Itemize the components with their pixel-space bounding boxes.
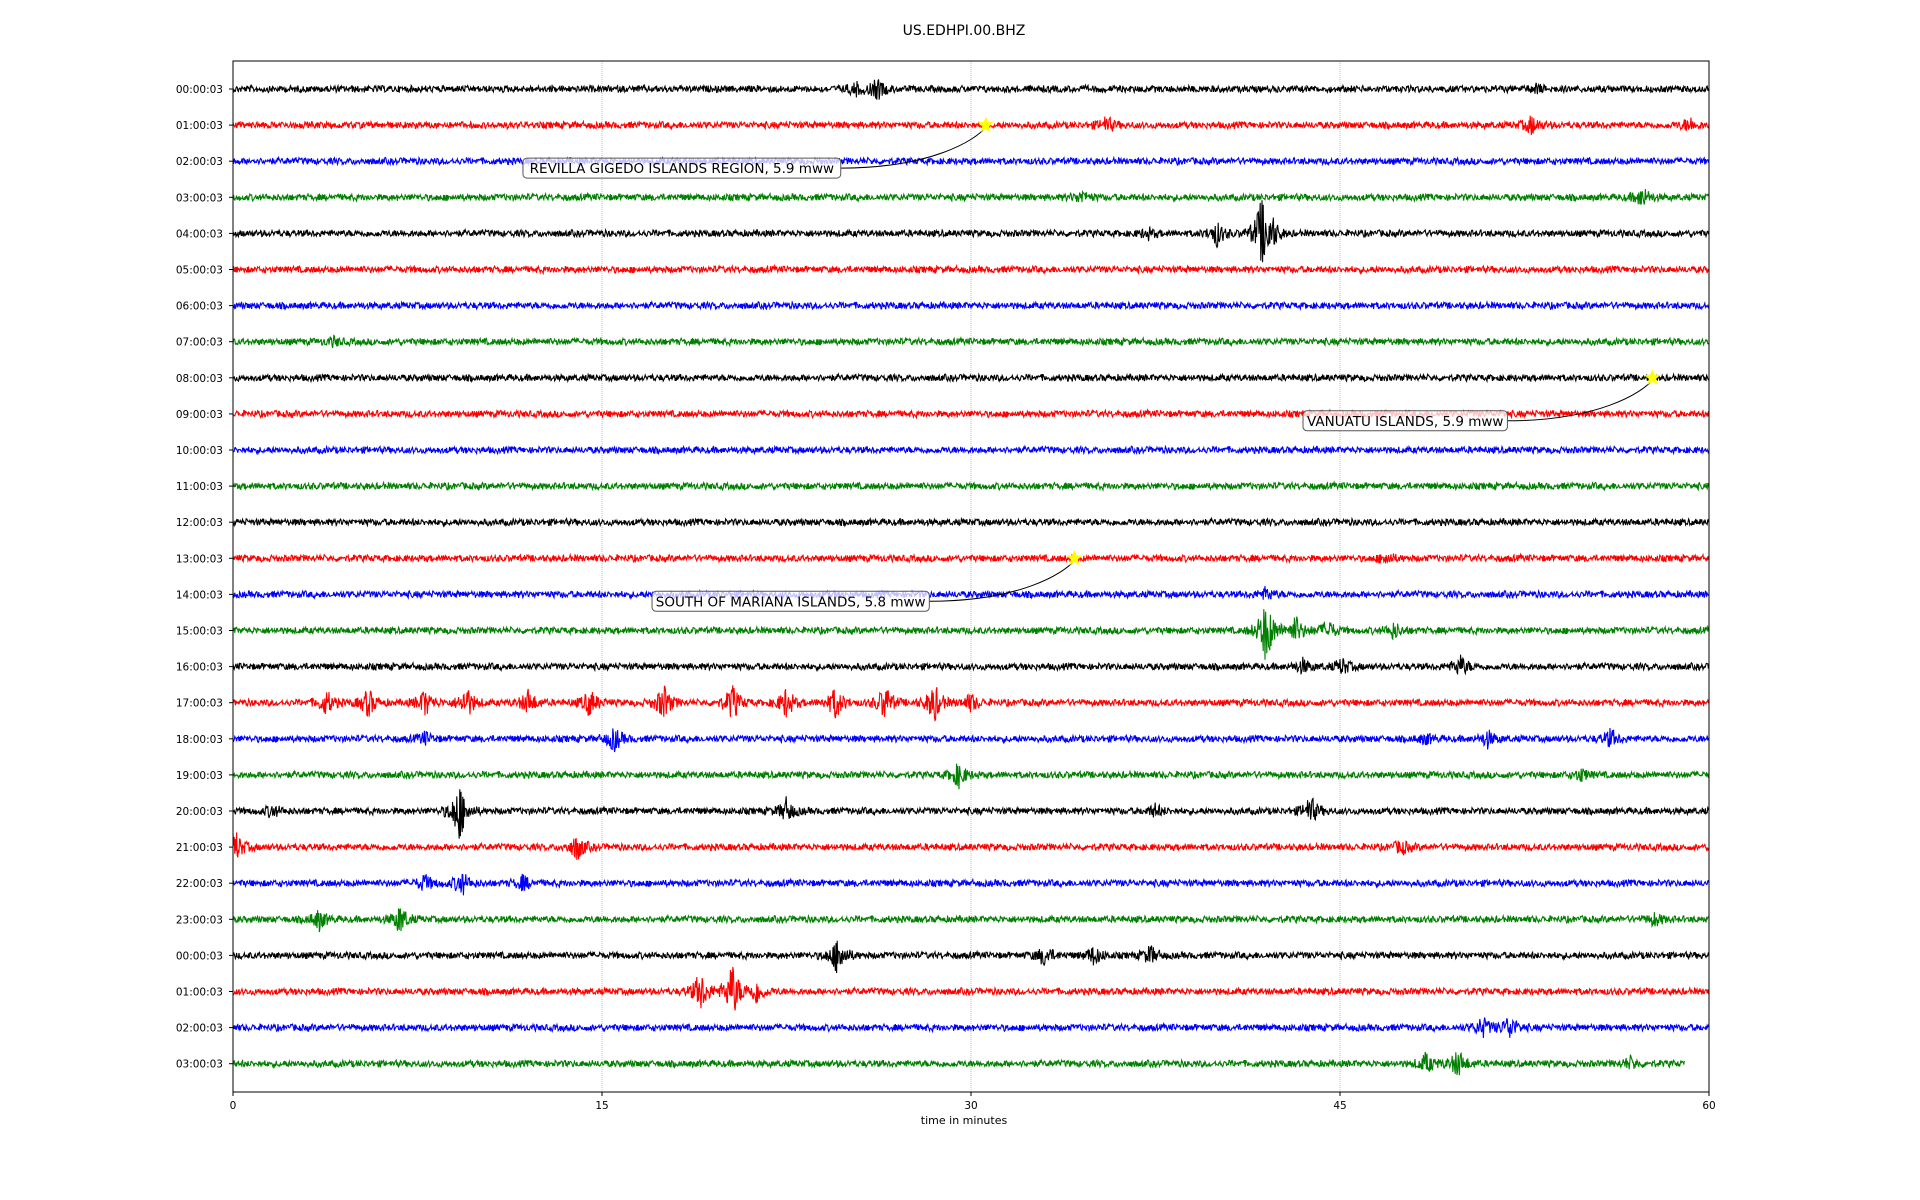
chart-title: US.EDHPI.00.BHZ bbox=[903, 23, 1026, 39]
row-time-label: 08:00:03 bbox=[176, 373, 223, 385]
trace-row bbox=[232, 200, 1709, 263]
trace-row bbox=[232, 832, 1710, 860]
row-time-label: 00:00:03 bbox=[176, 950, 223, 962]
row-time-labels: 00:00:03 01:00:03 02:00:03 03:00:03 04:00:03… bbox=[176, 84, 233, 1071]
row-time-label: 09:00:03 bbox=[176, 409, 223, 421]
row-time-label: 03:00:03 bbox=[176, 1059, 223, 1071]
x-tick-label: 45 bbox=[1333, 1100, 1346, 1112]
trace-row bbox=[232, 115, 1710, 135]
row-time-label: 05:00:03 bbox=[176, 265, 223, 277]
x-tick-label: 0 bbox=[230, 1100, 237, 1112]
row-time-label: 18:00:03 bbox=[176, 734, 223, 746]
annotation-arrow bbox=[1507, 379, 1653, 422]
trace-row bbox=[232, 372, 1710, 384]
row-time-label: 12:00:03 bbox=[176, 517, 223, 529]
annotation-label: REVILLA GIGEDO ISLANDS REGION, 5.9 mww bbox=[530, 161, 834, 177]
trace-row bbox=[232, 966, 1710, 1011]
trace-row bbox=[232, 685, 1710, 723]
trace-row bbox=[232, 940, 1710, 974]
annotation-box bbox=[651, 590, 930, 612]
trace-row bbox=[232, 1051, 1685, 1076]
seismic-traces bbox=[232, 79, 1710, 1076]
row-time-label: 23:00:03 bbox=[176, 914, 223, 926]
row-time-label: 15:00:03 bbox=[176, 626, 223, 638]
annotation-arrow bbox=[929, 559, 1075, 602]
trace-row bbox=[232, 299, 1710, 312]
trace-row bbox=[232, 79, 1710, 100]
trace-row bbox=[232, 334, 1710, 349]
trace-row bbox=[232, 908, 1710, 933]
plot-frame bbox=[232, 60, 1710, 1093]
row-time-label: 01:00:03 bbox=[176, 120, 223, 132]
trace-row bbox=[232, 763, 1710, 790]
trace-row bbox=[233, 444, 1710, 456]
row-time-label: 20:00:03 bbox=[176, 806, 223, 818]
trace-row bbox=[232, 480, 1710, 492]
row-time-label: 22:00:03 bbox=[176, 878, 223, 890]
row-time-label: 06:00:03 bbox=[176, 301, 223, 313]
x-tick-label: 15 bbox=[595, 1100, 608, 1112]
row-time-label: 19:00:03 bbox=[176, 770, 223, 782]
event-star-icon bbox=[977, 116, 995, 133]
row-time-label: 13:00:03 bbox=[176, 553, 223, 565]
x-tick-label: 30 bbox=[964, 1100, 977, 1112]
x-axis-ticks: 0 15 30 45 60 bbox=[230, 1092, 1716, 1112]
row-time-label: 04:00:03 bbox=[176, 228, 223, 240]
trace-row bbox=[232, 727, 1710, 753]
row-time-label: 03:00:03 bbox=[176, 192, 223, 204]
trace-row bbox=[232, 516, 1710, 528]
row-time-label: 16:00:03 bbox=[176, 662, 223, 674]
trace-row bbox=[232, 789, 1710, 839]
row-time-label: 14:00:03 bbox=[176, 589, 223, 601]
row-time-label: 07:00:03 bbox=[176, 337, 223, 349]
annotation-arrow bbox=[840, 126, 987, 169]
trace-row bbox=[232, 1017, 1710, 1039]
row-time-label: 00:00:03 bbox=[176, 84, 223, 96]
event-annotations: REVILLA GIGEDO ISLANDS REGION, 5.9 mww VA… bbox=[522, 116, 1661, 612]
trace-row bbox=[232, 654, 1710, 676]
x-tick-label: 60 bbox=[1702, 1100, 1715, 1112]
trace-row bbox=[232, 155, 1710, 167]
annotation-label: VANUATU ISLANDS, 5.9 mww bbox=[1307, 414, 1503, 430]
row-time-label: 02:00:03 bbox=[176, 156, 223, 168]
trace-row bbox=[232, 609, 1710, 660]
trace-row bbox=[232, 188, 1710, 205]
row-time-label: 10:00:03 bbox=[176, 445, 223, 457]
row-time-label: 17:00:03 bbox=[176, 698, 223, 710]
row-time-label: 21:00:03 bbox=[176, 842, 223, 854]
row-time-label: 11:00:03 bbox=[176, 481, 223, 493]
trace-row bbox=[232, 586, 1710, 600]
annotation-box bbox=[522, 157, 842, 179]
trace-row bbox=[232, 263, 1710, 276]
x-axis-label: time in minutes bbox=[921, 1114, 1008, 1127]
trace-row bbox=[232, 873, 1710, 896]
trace-row bbox=[232, 552, 1710, 565]
annotation-label: SOUTH OF MARIANA ISLANDS, 5.8 mww bbox=[656, 594, 926, 610]
row-time-label: 02:00:03 bbox=[176, 1023, 223, 1035]
event-star-icon bbox=[1066, 549, 1083, 566]
annotation-box bbox=[1302, 410, 1508, 432]
event-star-icon bbox=[1644, 369, 1661, 385]
row-time-label: 01:00:03 bbox=[176, 987, 223, 999]
